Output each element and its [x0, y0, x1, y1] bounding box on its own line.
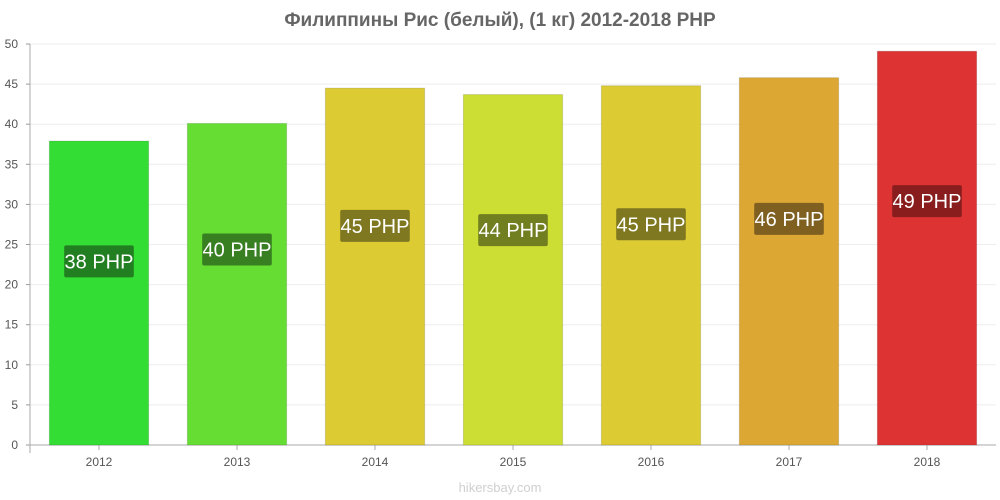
bar-2014 [324, 87, 426, 446]
bar-2013 [186, 122, 288, 446]
y-tick-label: 30 [5, 197, 19, 211]
x-tick-label: 2012 [86, 455, 113, 469]
y-tick-label: 15 [5, 318, 19, 332]
x-tick-label: 2015 [500, 455, 527, 469]
data-label: 45 PHP [341, 216, 410, 238]
data-label-box [340, 209, 410, 242]
y-tick-label: 5 [11, 398, 18, 412]
bars [48, 50, 978, 446]
data-label: 44 PHP [479, 220, 548, 242]
data-label-box [64, 245, 134, 278]
x-tick-labels: 2012 2013 2014 2015 2016 2017 2018 [86, 455, 941, 469]
y-tick-labels: 0 5 10 15 20 25 30 35 40 45 50 [5, 37, 19, 452]
bar-2016 [600, 85, 702, 446]
x-tick-label: 2013 [224, 455, 251, 469]
x-tick-label: 2018 [914, 455, 941, 469]
data-label: 45 PHP [617, 214, 686, 236]
data-label-box [754, 202, 824, 235]
y-tick-label: 20 [5, 278, 19, 292]
data-label: 38 PHP [65, 251, 134, 273]
y-tick-label: 25 [5, 238, 19, 252]
data-label-box [478, 214, 548, 247]
bar-2018 [876, 50, 978, 446]
x-tick-label: 2016 [638, 455, 665, 469]
bar-2012 [48, 140, 150, 446]
y-tick-label: 40 [5, 117, 19, 131]
bar-2017 [738, 77, 840, 446]
data-label-box [616, 208, 686, 241]
y-tick-label: 45 [5, 77, 19, 91]
y-tick-label: 0 [11, 438, 18, 452]
data-label-box [202, 233, 272, 266]
y-tick-label: 35 [5, 157, 19, 171]
data-label: 40 PHP [203, 240, 272, 262]
x-tick-label: 2017 [776, 455, 803, 469]
data-label: 49 PHP [893, 191, 962, 213]
data-labels: 38 PHP 40 PHP 45 PHP 44 PHP 45 PHP 46 PHP 49 P… [64, 185, 962, 278]
chart-title: Филиппины Рис (белый), (1 кг) 2012-2018 … [284, 10, 716, 31]
watermark: hikersbay.com [458, 480, 542, 495]
y-tick-label: 10 [5, 358, 19, 372]
data-label: 46 PHP [755, 209, 824, 231]
bar-2015 [462, 94, 564, 446]
y-tick-label: 50 [5, 37, 19, 51]
data-label-box [892, 185, 962, 218]
x-tick-label: 2014 [362, 455, 389, 469]
